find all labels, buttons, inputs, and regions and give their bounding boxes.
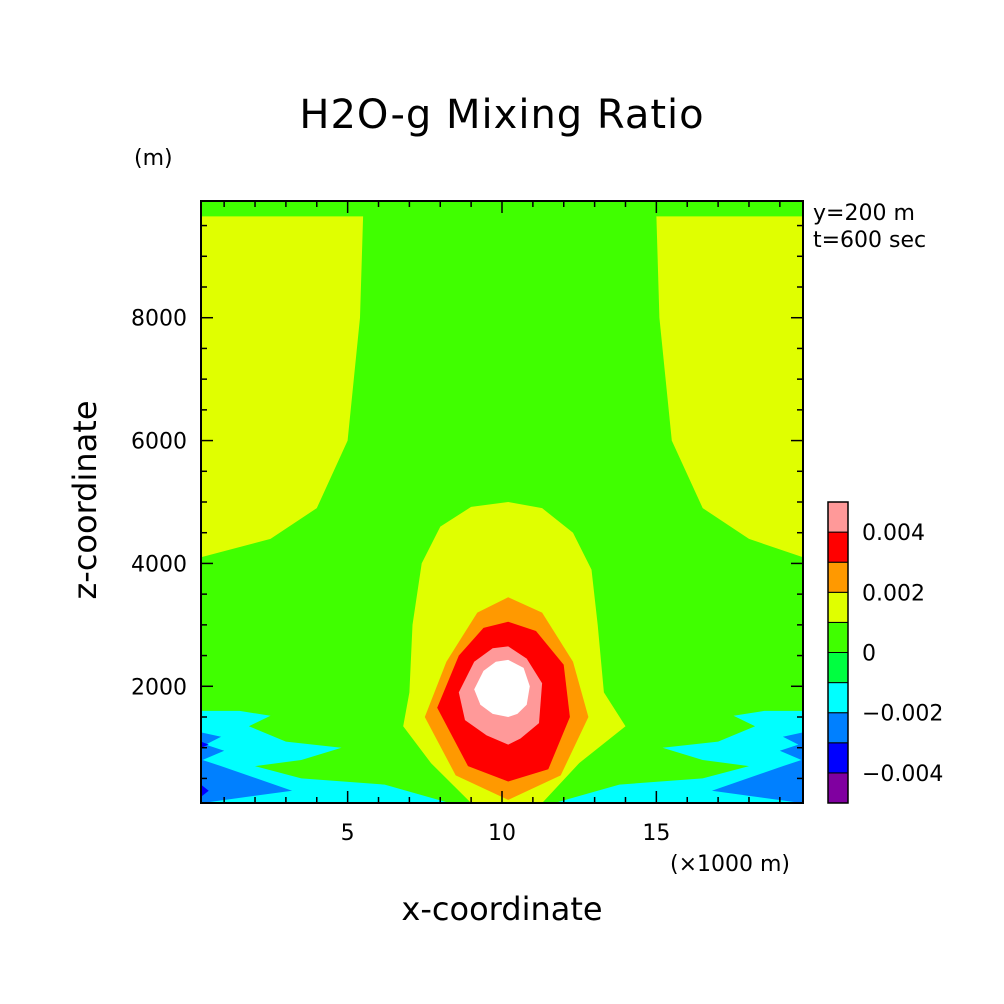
colorbar-swatch — [827, 772, 849, 804]
contour-region-lower-left-negative — [201, 710, 450, 803]
annotation-y-position: y=200 m — [813, 201, 915, 226]
contour-region-upper-left-positive — [201, 216, 364, 558]
colorbar-swatch — [827, 652, 849, 684]
colorbar-swatch — [827, 621, 849, 654]
x-tick-label: 5 — [341, 821, 355, 846]
colorbar-tick-label: 0.004 — [862, 521, 925, 546]
colorbar-swatch — [827, 531, 849, 563]
annotation-time: t=600 sec — [813, 228, 927, 253]
y-tick-label: 8000 — [131, 307, 187, 332]
contour-region-lower-right-negative — [554, 710, 803, 803]
contour-region-lower-right-negative-2 — [711, 732, 803, 803]
colorbar-swatch — [827, 712, 849, 744]
x-tick-label: 15 — [642, 821, 670, 846]
contour-region-upper-right-positive — [656, 216, 803, 558]
contour-region-lower-left-negative-3 — [201, 741, 209, 748]
colorbar-swatch — [827, 561, 849, 593]
x-tick-label: 10 — [488, 821, 516, 846]
colorbar-swatch — [827, 591, 849, 623]
contour-region-plume-core — [474, 659, 530, 717]
colorbar-frame — [827, 501, 849, 804]
colorbar-tick-label: −0.004 — [862, 762, 943, 787]
colorbar-tick-label: 0 — [862, 642, 876, 667]
colorbar-swatch — [827, 742, 849, 774]
y-axis-unit-label: (m) — [134, 146, 173, 171]
contour-region-lower-left-negative-2 — [201, 732, 293, 803]
x-axis-label: x-coordinate — [401, 890, 603, 928]
colorbar-swatch — [827, 501, 849, 533]
contour-region-lower-left-negative-4 — [201, 784, 209, 797]
y-axis-label: z-coordinate — [66, 400, 104, 600]
colorbar-tick-label: −0.002 — [862, 702, 943, 727]
chart-title: H2O-g Mixing Ratio — [299, 92, 705, 138]
colorbar-swatch — [827, 682, 849, 714]
colorbar-tick-label: 0.002 — [862, 581, 925, 606]
y-tick-label: 4000 — [131, 552, 187, 577]
y-tick-label: 2000 — [131, 675, 187, 700]
y-tick-label: 6000 — [131, 430, 187, 455]
x-axis-unit-label: (×1000 m) — [670, 852, 791, 877]
